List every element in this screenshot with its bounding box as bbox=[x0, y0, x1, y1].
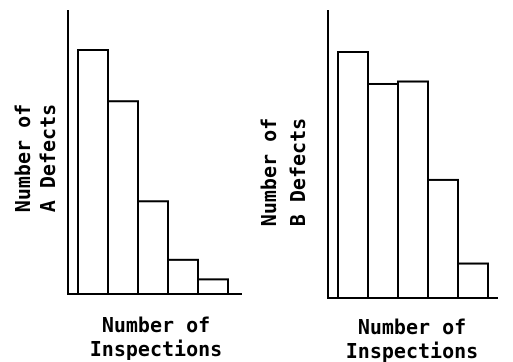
chart-a: Number of A Defects Number of Inspection… bbox=[11, 10, 242, 361]
chart-a-ylabel-line1: Number of bbox=[11, 104, 35, 212]
chart-a-ylabel-line2: A Defects bbox=[36, 104, 60, 212]
chart-b: Number of B Defects Number of Inspection… bbox=[257, 10, 498, 362]
chart-b-ylabel-line2: B Defects bbox=[286, 118, 310, 226]
chart-b-xlabel-line2: Inspections bbox=[346, 339, 478, 362]
chart-a-bar-5 bbox=[197, 278, 229, 295]
chart-a-bars bbox=[77, 49, 229, 295]
chart-a-bar-3 bbox=[137, 200, 169, 295]
chart-a-bar-2 bbox=[107, 100, 139, 295]
chart-b-bar-1 bbox=[337, 51, 369, 299]
chart-a-xlabel-line1: Number of bbox=[102, 313, 210, 337]
chart-b-bar-2 bbox=[367, 82, 399, 300]
chart-b-xlabel-line1: Number of bbox=[358, 315, 466, 339]
chart-a-bar-1 bbox=[77, 49, 109, 295]
chart-b-bar-3 bbox=[397, 80, 429, 299]
chart-b-bar-5 bbox=[457, 262, 489, 299]
chart-a-xlabel-line2: Inspections bbox=[90, 337, 222, 361]
chart-b-ylabel-line1: Number of bbox=[257, 118, 281, 226]
chart-b-bar-4 bbox=[427, 178, 459, 299]
chart-b-bars bbox=[337, 51, 489, 300]
chart-a-bar-4 bbox=[167, 258, 199, 295]
